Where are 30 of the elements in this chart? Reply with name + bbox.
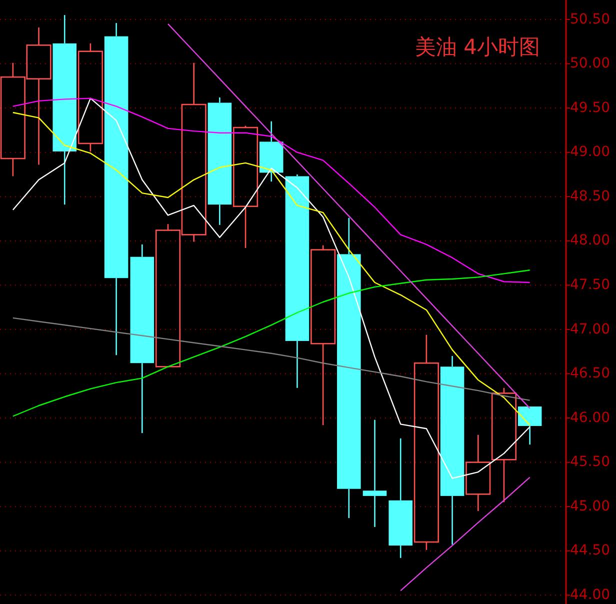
y-tick-label: 44.50 (570, 542, 610, 559)
y-tick-label: 49.00 (570, 144, 610, 160)
line-series (12, 98, 530, 284)
line-series (12, 317, 530, 401)
title: 美油 4小时图 (414, 35, 540, 59)
candlestick (285, 174, 310, 389)
candlestick (466, 434, 491, 512)
y-tick-label: 47.00 (570, 321, 610, 338)
y-tick-label: 48.00 (570, 232, 610, 249)
y-tick-label: 45.50 (570, 454, 610, 470)
y-tick-label: 50.00 (570, 56, 610, 72)
y-tick-label: 44.00 (570, 586, 610, 603)
line-series (400, 476, 530, 592)
y-tick-label: 50.50 (570, 11, 610, 28)
y-tick-label: 46.00 (570, 410, 610, 426)
line-series (12, 270, 530, 417)
candlestick (52, 14, 76, 206)
y-tick-label: 47.50 (570, 277, 610, 293)
candlestick (259, 120, 284, 182)
candlestick (130, 244, 154, 434)
y-tick-label: 48.50 (570, 188, 610, 204)
y-tick-label: 46.50 (570, 366, 610, 382)
candlestick (104, 22, 128, 356)
candlestick (362, 419, 387, 528)
y-tick-label: 45.00 (570, 498, 610, 514)
candlestick (208, 96, 232, 226)
y-tick-label: 49.50 (570, 100, 610, 116)
candlestick (388, 438, 412, 559)
candlestick (337, 217, 361, 519)
candlestick (440, 355, 464, 546)
